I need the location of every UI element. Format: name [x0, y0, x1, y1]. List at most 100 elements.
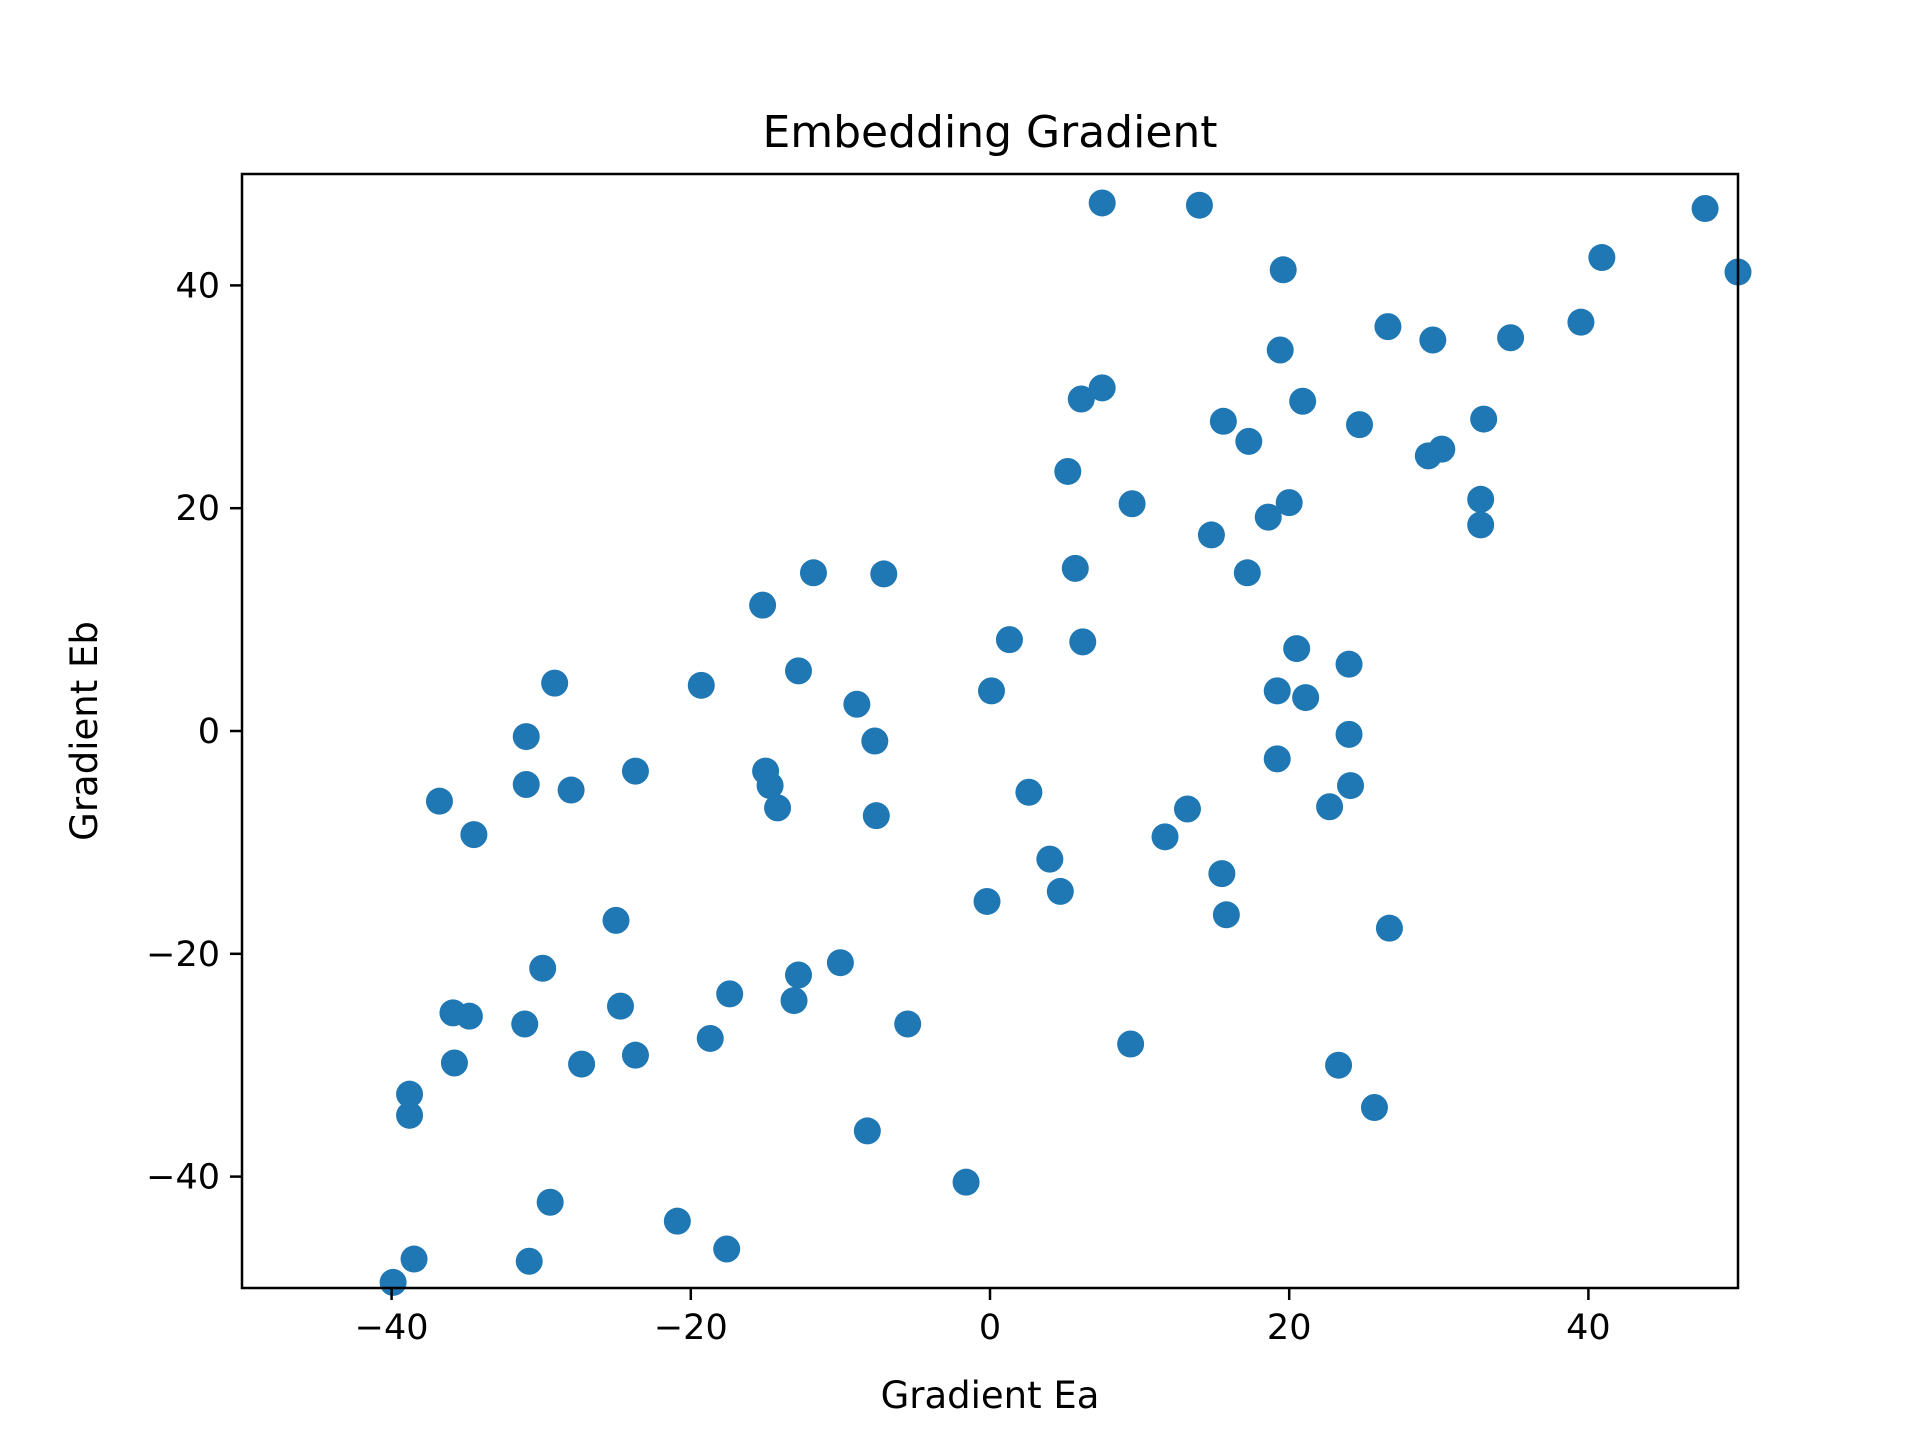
x-tick-label-3: 20 — [1267, 1308, 1312, 1348]
data-point-79 — [1117, 1030, 1145, 1058]
data-point-50 — [557, 776, 585, 804]
data-point-78 — [696, 1024, 724, 1052]
data-point-36 — [785, 657, 813, 685]
data-point-17 — [1235, 427, 1263, 455]
data-point-45 — [1335, 720, 1363, 748]
scatter-points — [379, 189, 1752, 1296]
data-point-33 — [1069, 628, 1097, 656]
data-point-77 — [894, 1010, 922, 1038]
y-axis-label: Gradient Eb — [63, 621, 106, 841]
x-tick-label-1: −20 — [654, 1308, 728, 1348]
data-point-54 — [764, 794, 792, 822]
y-tick-label-2: 0 — [198, 712, 220, 752]
data-point-62 — [1208, 860, 1236, 888]
data-point-19 — [1428, 435, 1456, 463]
data-point-39 — [977, 677, 1005, 705]
data-point-10 — [1266, 336, 1294, 364]
data-point-94 — [379, 1268, 407, 1296]
data-point-15 — [1346, 411, 1374, 439]
data-point-58 — [1316, 793, 1344, 821]
data-point-37 — [541, 669, 569, 697]
data-point-24 — [1467, 485, 1495, 513]
data-point-68 — [826, 949, 854, 977]
data-point-12 — [1067, 385, 1095, 413]
data-point-69 — [529, 954, 557, 982]
data-point-35 — [1335, 650, 1363, 678]
chart-title: Embedding Gradient — [762, 107, 1217, 158]
data-point-13 — [1289, 387, 1317, 415]
data-point-48 — [512, 770, 540, 798]
data-point-86 — [1360, 1094, 1388, 1122]
data-point-38 — [687, 671, 715, 699]
data-point-8 — [1497, 324, 1525, 352]
data-point-93 — [515, 1247, 543, 1275]
data-point-6 — [1374, 313, 1402, 341]
data-point-84 — [396, 1080, 424, 1108]
data-point-25 — [1467, 511, 1495, 539]
data-point-29 — [799, 559, 827, 587]
data-point-89 — [536, 1188, 564, 1216]
data-point-71 — [716, 980, 744, 1008]
data-point-60 — [1151, 823, 1179, 851]
data-point-66 — [602, 906, 630, 934]
data-point-21 — [1118, 490, 1146, 518]
data-point-59 — [460, 821, 488, 849]
data-point-76 — [511, 1010, 539, 1038]
data-point-9 — [1567, 308, 1595, 336]
data-point-83 — [1325, 1051, 1353, 1079]
data-point-82 — [568, 1050, 596, 1078]
data-point-40 — [1263, 677, 1291, 705]
x-axis-ticks: −40 −20 0 20 40 — [355, 1288, 1611, 1348]
data-point-91 — [713, 1235, 741, 1263]
data-point-11 — [1088, 374, 1116, 402]
data-point-0 — [1088, 189, 1116, 217]
x-axis-label: Gradient Ea — [881, 1374, 1100, 1417]
data-point-16 — [1470, 405, 1498, 433]
data-point-67 — [1375, 914, 1403, 942]
data-point-90 — [663, 1207, 691, 1235]
data-point-88 — [952, 1168, 980, 1196]
data-point-4 — [1588, 244, 1616, 272]
data-point-53 — [1015, 778, 1043, 806]
data-point-63 — [1046, 877, 1074, 905]
data-point-49 — [756, 772, 784, 800]
data-point-56 — [862, 802, 890, 830]
data-point-7 — [1419, 326, 1447, 354]
data-point-73 — [606, 992, 634, 1020]
data-point-42 — [843, 690, 871, 718]
data-point-43 — [512, 723, 540, 751]
y-tick-label-4: 40 — [175, 266, 220, 306]
data-point-22 — [1275, 489, 1303, 517]
data-point-30 — [870, 560, 898, 588]
data-point-1 — [1185, 191, 1213, 219]
data-point-55 — [425, 787, 453, 815]
data-point-81 — [440, 1049, 468, 1077]
data-point-57 — [1173, 795, 1201, 823]
data-point-51 — [1263, 745, 1291, 773]
data-point-65 — [1212, 901, 1240, 929]
data-point-32 — [995, 626, 1023, 654]
x-tick-label-2: 0 — [979, 1308, 1001, 1348]
data-point-27 — [1061, 554, 1089, 582]
data-point-28 — [1233, 559, 1261, 587]
data-point-80 — [621, 1041, 649, 1069]
data-point-34 — [1283, 635, 1311, 663]
data-point-31 — [749, 591, 777, 619]
y-tick-label-1: −20 — [146, 935, 220, 975]
data-point-47 — [621, 757, 649, 785]
data-point-41 — [1292, 684, 1320, 712]
x-tick-label-4: 40 — [1566, 1308, 1611, 1348]
x-tick-label-0: −40 — [355, 1308, 429, 1348]
y-tick-label-3: 20 — [175, 489, 220, 529]
data-point-23 — [1254, 503, 1282, 531]
y-axis-ticks: −40 −20 0 20 40 — [146, 266, 242, 1198]
data-point-64 — [973, 887, 1001, 915]
data-point-44 — [861, 727, 889, 755]
data-point-85 — [396, 1101, 424, 1129]
data-point-2 — [1691, 195, 1719, 223]
data-point-26 — [1197, 521, 1225, 549]
data-point-20 — [1054, 457, 1082, 485]
data-point-72 — [780, 987, 808, 1015]
data-point-92 — [400, 1245, 428, 1273]
